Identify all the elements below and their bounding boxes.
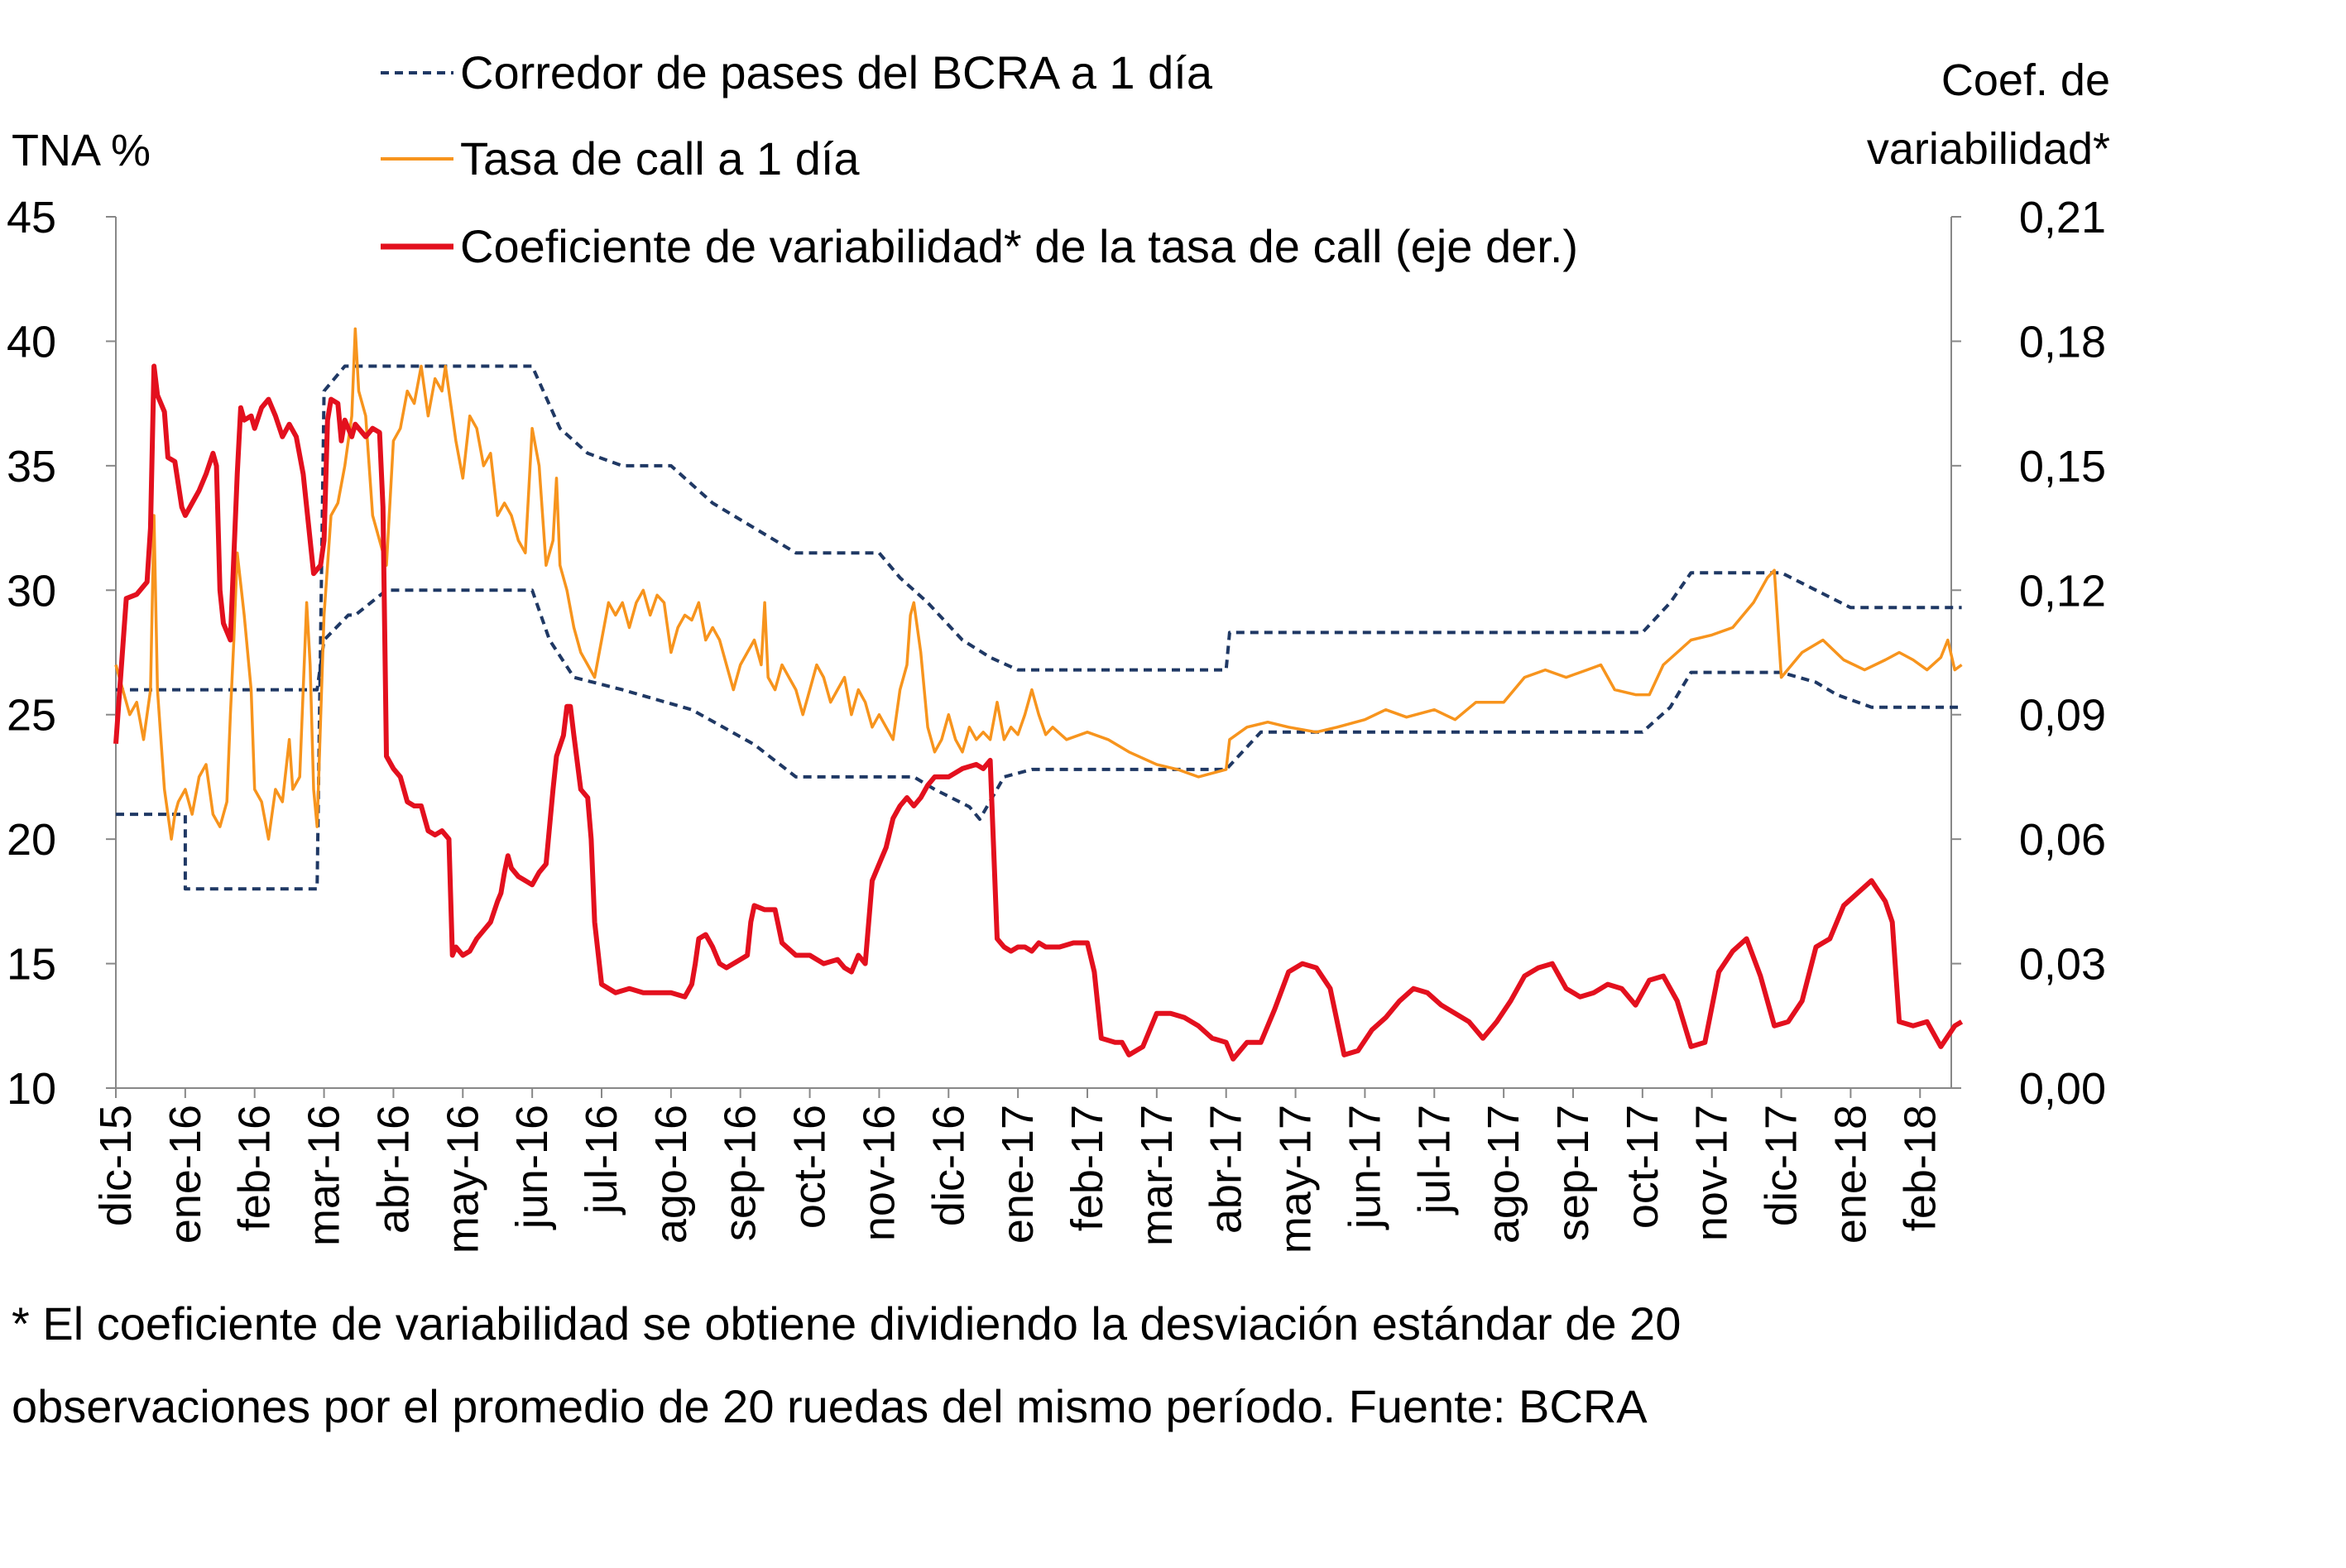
legend-label-cv: Coeficiente de variabilidad* de la tasa …: [460, 220, 1578, 272]
x-tick-label: jun-16: [507, 1105, 557, 1230]
right-tick-label: 0,15: [2019, 442, 2106, 491]
x-tick-label: ago-17: [1479, 1105, 1528, 1244]
left-tick-label: 45: [7, 193, 56, 242]
x-tick-label: jul-17: [1409, 1105, 1459, 1216]
legend: Corredor de pases del BCRA a 1 día Tasa d…: [381, 46, 1578, 272]
x-tick-label: may-17: [1271, 1105, 1321, 1254]
legend-label-corridor: Corredor de pases del BCRA a 1 día: [460, 46, 1213, 98]
x-tick-label: ago-16: [646, 1105, 696, 1244]
legend-label-call: Tasa de call a 1 día: [460, 132, 860, 185]
right-tick-label: 0,12: [2019, 566, 2106, 616]
x-tick-label: dic-16: [924, 1105, 973, 1226]
x-tick-label: dic-15: [91, 1105, 141, 1226]
x-tick-label: nov-16: [854, 1105, 904, 1241]
series-corridor-upper-line: [116, 588, 1962, 822]
x-tick-label: feb-18: [1895, 1105, 1945, 1231]
x-tick-label: nov-17: [1687, 1105, 1737, 1241]
footnote-line-2: observaciones por el promedio de 20 rued…: [12, 1380, 1648, 1432]
x-tick-label: abr-17: [1202, 1105, 1251, 1234]
axes: 10 15 20 25 30 35 40 45 0,00 0,03 0,06 0,09 0,12 0,15…: [7, 55, 2110, 1254]
right-tick-label: 0,03: [2019, 940, 2106, 990]
right-tick-label: 0,21: [2019, 193, 2106, 242]
right-tick-label: 0,00: [2019, 1064, 2106, 1114]
x-tick-label: jun-17: [1340, 1105, 1389, 1230]
left-tick-label: 25: [7, 691, 56, 741]
x-tick-label: feb-17: [1063, 1105, 1112, 1231]
x-tick-label: sep-16: [716, 1105, 765, 1241]
x-tick-label: dic-17: [1757, 1105, 1806, 1226]
x-tick-label: may-16: [438, 1105, 487, 1254]
right-axis-title-line2: variabilidad*: [1867, 124, 2110, 174]
x-tick-label: sep-17: [1548, 1105, 1598, 1241]
series-call-line: [114, 327, 1963, 841]
x-tick-label: mar-17: [1132, 1105, 1182, 1246]
series-layer: [113, 327, 1964, 1062]
x-tick-label: oct-16: [785, 1105, 835, 1229]
left-tick-label: 40: [7, 317, 56, 367]
series-cv-line: [113, 363, 1964, 1062]
right-tick-label: 0,09: [2019, 691, 2106, 741]
left-tick-label: 10: [7, 1064, 56, 1114]
x-tick-label: ene-16: [161, 1105, 210, 1244]
left-tick-label: 20: [7, 815, 56, 865]
right-tick-label: 0,18: [2019, 317, 2106, 367]
footnote-line-1: * El coeficiente de variabilidad se obti…: [12, 1297, 1682, 1350]
left-axis-title: TNA %: [12, 126, 151, 175]
x-tick-label: ene-18: [1825, 1105, 1875, 1244]
x-tick-label: abr-16: [368, 1105, 418, 1234]
left-tick-label: 30: [7, 566, 56, 616]
series-corridor-lower-line: [116, 364, 1962, 891]
left-tick-label: 35: [7, 442, 56, 491]
x-tick-label: mar-16: [300, 1105, 349, 1246]
right-axis-title-line1: Coef. de: [1941, 55, 2110, 105]
x-tick-label: oct-17: [1618, 1105, 1667, 1229]
right-tick-label: 0,06: [2019, 815, 2106, 865]
x-tick-label: feb-16: [230, 1105, 280, 1231]
left-tick-label: 15: [7, 940, 56, 990]
x-tick-label: ene-17: [993, 1105, 1043, 1244]
x-tick-label: jul-16: [577, 1105, 626, 1216]
